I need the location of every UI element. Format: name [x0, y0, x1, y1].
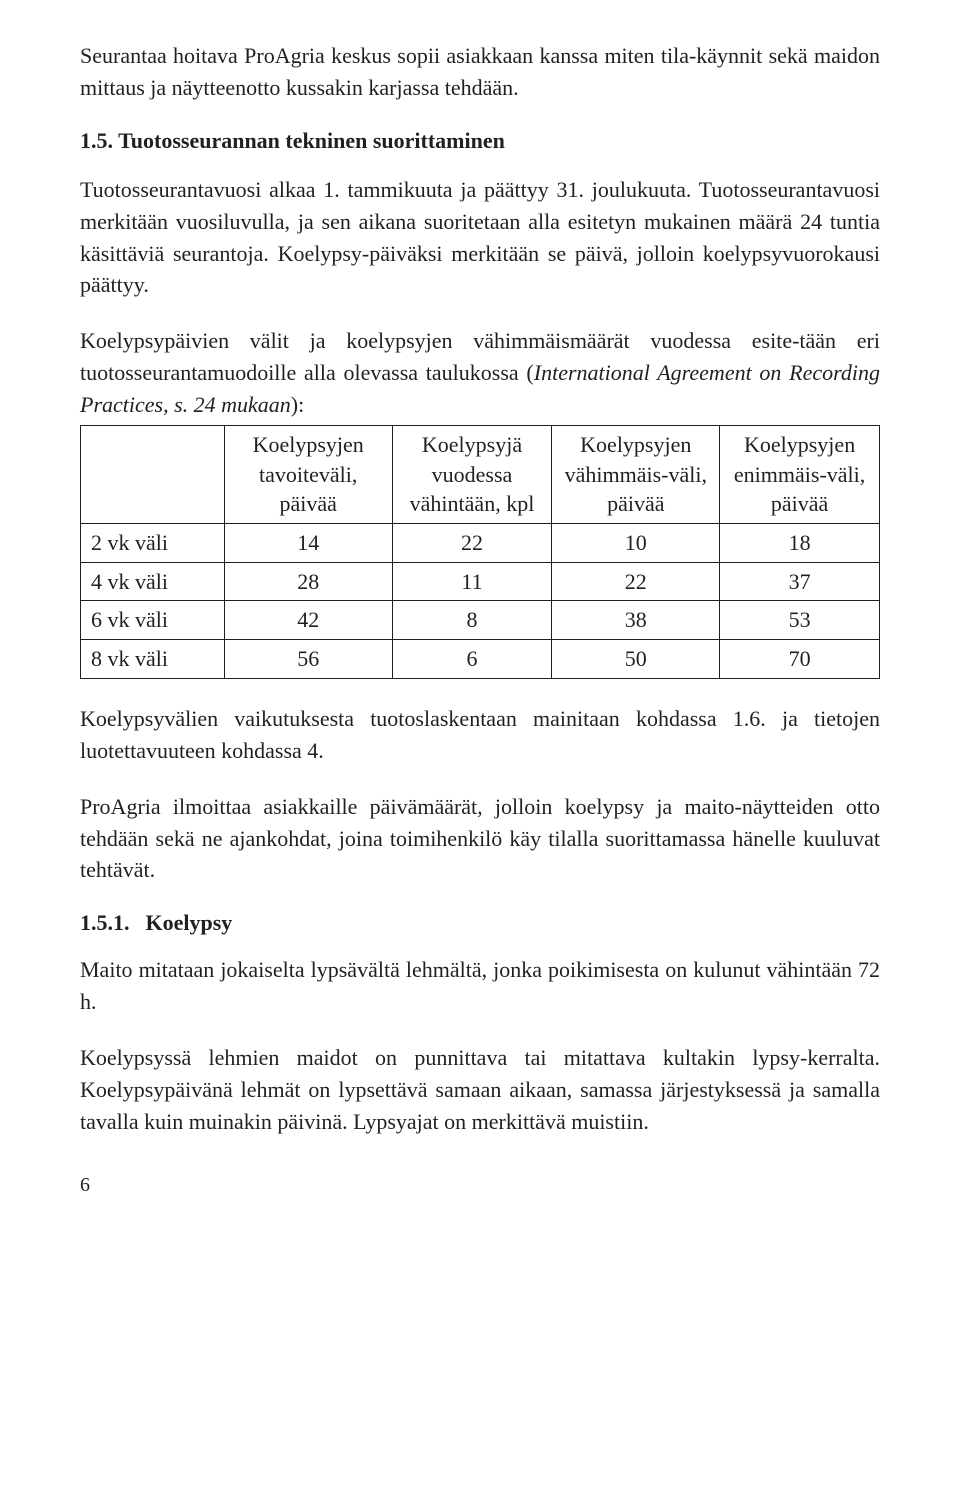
table-row: 6 vk väli 42 8 38 53 — [81, 601, 880, 640]
paragraph-body-3: Koelypsyvälien vaikutuksesta tuotoslaske… — [80, 703, 880, 767]
table-cell: 18 — [720, 524, 880, 563]
interval-table: Koelypsyjen tavoiteväli, päivää Koelypsy… — [80, 425, 880, 679]
table-cell: 50 — [552, 640, 720, 679]
table-header-cell: Koelypsyjen vähimmäis-väli, päivää — [552, 426, 720, 524]
table-row: 8 vk väli 56 6 50 70 — [81, 640, 880, 679]
section-heading-1-5: 1.5. Tuotosseurannan tekninen suorittami… — [80, 128, 880, 154]
table-cell: 4 vk väli — [81, 562, 225, 601]
table-header-cell — [81, 426, 225, 524]
table-cell: 28 — [224, 562, 392, 601]
section-heading-1-5-1: 1.5.1. Koelypsy — [80, 910, 880, 936]
table-cell: 38 — [552, 601, 720, 640]
paragraph-text-close: ): — [291, 392, 304, 417]
table-cell: 22 — [552, 562, 720, 601]
paragraph-body-4: ProAgria ilmoittaa asiakkaille päivämäär… — [80, 791, 880, 887]
table-header-cell: Koelypsyjen enimmäis-väli, päivää — [720, 426, 880, 524]
paragraph-body-1: Tuotosseurantavuosi alkaa 1. tammikuuta … — [80, 174, 880, 302]
heading-text: Koelypsy — [146, 910, 233, 935]
heading-number: 1.5.1. — [80, 910, 130, 935]
table-header-cell: Koelypsyjä vuodessa vähintään, kpl — [392, 426, 552, 524]
table-cell: 6 vk väli — [81, 601, 225, 640]
table-row: 2 vk väli 14 22 10 18 — [81, 524, 880, 563]
table-cell: 10 — [552, 524, 720, 563]
paragraph-body-6: Koelypsyssä lehmien maidot on punnittava… — [80, 1042, 880, 1138]
table-cell: 70 — [720, 640, 880, 679]
paragraph-body-2: Koelypsypäivien välit ja koelypsyjen väh… — [80, 325, 880, 421]
table-header-row: Koelypsyjen tavoiteväli, päivää Koelypsy… — [81, 426, 880, 524]
table-row: 4 vk väli 28 11 22 37 — [81, 562, 880, 601]
table-cell: 11 — [392, 562, 552, 601]
paragraph-body-5: Maito mitataan jokaiselta lypsävältä leh… — [80, 954, 880, 1018]
table-cell: 37 — [720, 562, 880, 601]
table-header-cell: Koelypsyjen tavoiteväli, päivää — [224, 426, 392, 524]
table-cell: 8 — [392, 601, 552, 640]
table-cell: 6 — [392, 640, 552, 679]
table-cell: 56 — [224, 640, 392, 679]
table-cell: 8 vk väli — [81, 640, 225, 679]
table-cell: 14 — [224, 524, 392, 563]
table-cell: 53 — [720, 601, 880, 640]
page-number: 6 — [80, 1174, 880, 1197]
document-page: Seurantaa hoitava ProAgria keskus sopii … — [0, 0, 960, 1237]
paragraph-intro: Seurantaa hoitava ProAgria keskus sopii … — [80, 40, 880, 104]
table-cell: 42 — [224, 601, 392, 640]
table-cell: 22 — [392, 524, 552, 563]
table-cell: 2 vk väli — [81, 524, 225, 563]
